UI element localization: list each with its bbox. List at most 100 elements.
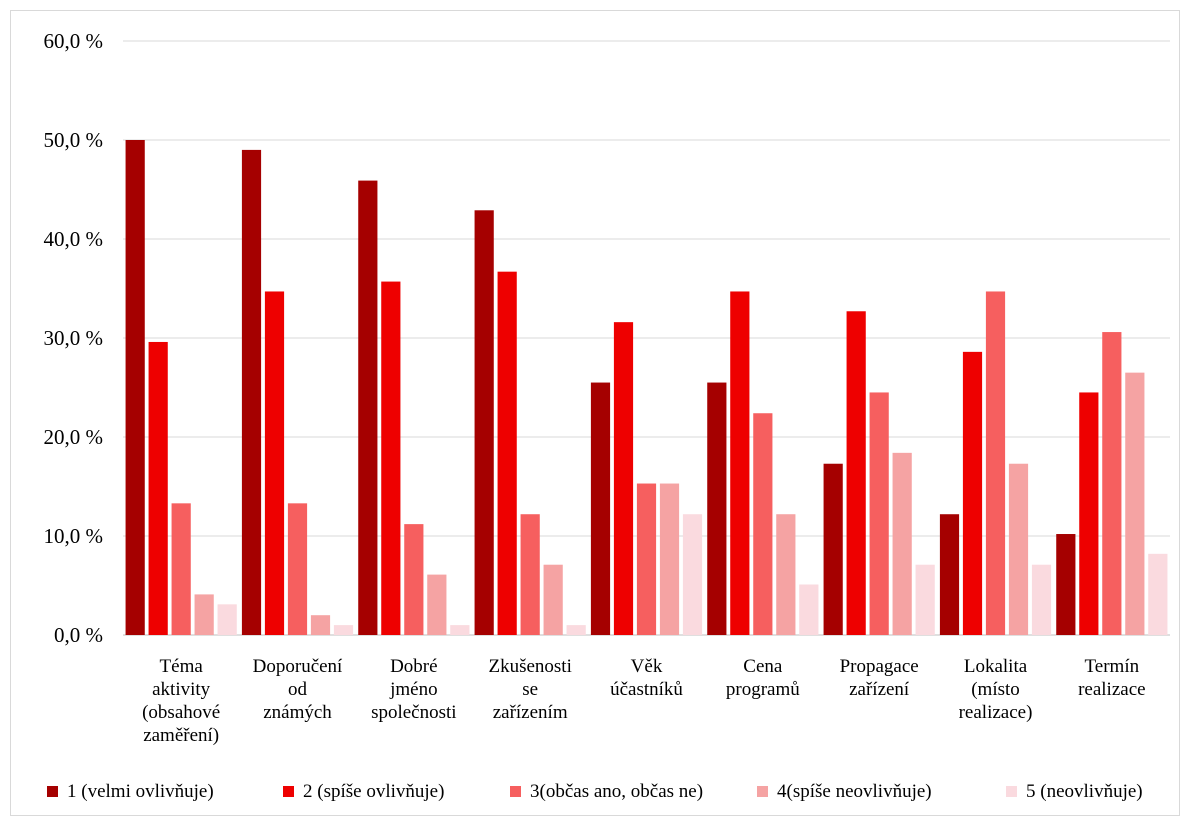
bar — [427, 574, 447, 635]
bar — [1031, 564, 1052, 635]
x-category-label-line: Věk — [631, 656, 663, 677]
x-category-label: Propagace zařízení — [840, 656, 919, 700]
x-category-label: Termín realizace — [1078, 656, 1145, 700]
bar — [613, 322, 634, 635]
x-category-label-line: Lokalita — [964, 656, 1028, 677]
x-category-label-line: Zkušenosti — [488, 656, 571, 677]
bar — [171, 503, 191, 635]
legend-swatch — [1006, 786, 1017, 797]
x-category-label-line: Doporučení — [253, 656, 343, 677]
bar — [358, 180, 378, 635]
y-tick-label: 0,0 % — [54, 623, 103, 647]
bar — [1125, 372, 1145, 635]
bar — [707, 382, 727, 635]
x-category-label: Cena programů — [726, 656, 800, 700]
x-category-label-line: Cena — [743, 656, 783, 677]
bar — [381, 281, 401, 635]
x-category-label-line: jméno — [389, 679, 438, 700]
bar — [846, 311, 866, 635]
bar — [636, 483, 657, 635]
x-category-label-line: zařízení — [849, 679, 910, 700]
bar — [730, 291, 750, 635]
x-category-label-line: zařízením — [493, 702, 568, 723]
y-axis-tick-labels: 0,0 % 10,0 % 20,0 % 30,0 % 40,0 % 50,0 % 60,0 … — [44, 29, 104, 647]
bar — [823, 463, 843, 635]
y-tick-label: 30,0 % — [44, 326, 104, 350]
bar — [566, 625, 586, 635]
legend-label: 3(občas ano, občas ne) — [530, 781, 703, 802]
bar — [264, 291, 285, 635]
legend-label: 2 (spíše ovlivňuje) — [303, 781, 444, 802]
bar — [1079, 392, 1099, 635]
bar — [241, 149, 262, 635]
bar — [1148, 553, 1168, 635]
bar — [520, 514, 540, 635]
bar — [799, 584, 819, 635]
bar — [543, 564, 563, 635]
bars — [125, 140, 1168, 636]
x-category-label-line: účastníků — [610, 679, 683, 700]
y-tick-label: 10,0 % — [44, 524, 104, 548]
legend: 1 (velmi ovlivňuje) 2 (spíše ovlivňuje) 3(… — [47, 781, 1143, 802]
x-category-label-line: společnosti — [371, 702, 457, 723]
x-category-label-line: od — [288, 679, 308, 700]
bar — [659, 483, 680, 635]
bar — [985, 291, 1006, 635]
x-category-label-line: Téma — [160, 656, 204, 677]
bar — [1056, 534, 1076, 635]
x-category-label: Dobré jméno společnosti — [371, 656, 457, 723]
bar — [590, 382, 611, 635]
x-category-label-line: se — [522, 679, 538, 700]
x-category-label-line: Dobré — [390, 656, 437, 677]
x-category-label-line: realizace) — [959, 702, 1033, 723]
bar — [1102, 332, 1122, 635]
bar — [869, 392, 889, 635]
bar — [148, 341, 168, 635]
bar — [962, 351, 983, 635]
y-tick-label: 20,0 % — [44, 425, 104, 449]
bar — [217, 604, 237, 635]
bar — [194, 594, 214, 635]
bar — [404, 524, 424, 635]
bar — [474, 210, 494, 636]
bar — [125, 140, 145, 635]
x-category-label-line: programů — [726, 679, 800, 700]
x-category-label-line: zaměření) — [143, 725, 219, 746]
legend-label: 5 (neovlivňuje) — [1026, 781, 1143, 802]
bar — [497, 271, 517, 635]
y-tick-label: 40,0 % — [44, 227, 104, 251]
legend-swatch — [283, 786, 294, 797]
legend-label: 4(spíše neovlivňuje) — [777, 781, 932, 802]
x-category-label: Téma aktivity (obsahové zaměření) — [142, 656, 220, 746]
bar — [287, 503, 308, 635]
x-category-label: Doporučení od známých — [253, 656, 343, 723]
bar — [450, 625, 470, 635]
bar — [939, 514, 960, 635]
x-category-label-line: (obsahové — [142, 702, 220, 723]
bar — [915, 564, 935, 635]
bar — [1008, 463, 1029, 635]
x-category-label: Lokalita (místo realizace) — [959, 656, 1033, 723]
legend-swatch — [510, 786, 521, 797]
x-category-label-line: Termín — [1085, 656, 1140, 677]
x-category-label-line: realizace — [1078, 679, 1145, 700]
x-category-label-line: známých — [263, 702, 332, 723]
legend-swatch — [757, 786, 768, 797]
x-category-label-line: Propagace — [840, 656, 919, 677]
y-tick-label: 50,0 % — [44, 128, 104, 152]
bar — [310, 615, 331, 635]
legend-label: 1 (velmi ovlivňuje) — [67, 781, 214, 802]
legend-swatch — [47, 786, 58, 797]
x-category-label-line: (místo — [971, 679, 1020, 700]
x-category-label-line: aktivity — [152, 679, 211, 700]
bar — [776, 514, 796, 635]
x-category-label: Zkušenosti se zařízením — [488, 656, 571, 723]
bar — [682, 514, 703, 635]
y-tick-label: 60,0 % — [44, 29, 104, 53]
bar — [333, 625, 354, 635]
x-category-label: Věk účastníků — [610, 656, 683, 700]
x-axis-category-labels: Téma aktivity (obsahové zaměření) Doporučení… — [142, 656, 1145, 746]
bar — [753, 413, 773, 635]
bar — [892, 452, 912, 635]
